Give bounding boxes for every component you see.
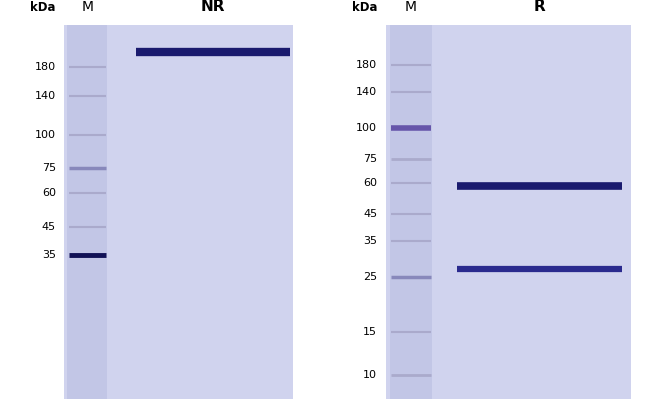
- Text: 35: 35: [42, 250, 56, 260]
- Text: 25: 25: [363, 272, 377, 282]
- Text: 60: 60: [42, 188, 56, 198]
- Text: 35: 35: [363, 235, 377, 245]
- Text: 140: 140: [356, 87, 377, 97]
- Text: M: M: [405, 0, 417, 14]
- Bar: [68, 25, 107, 399]
- Text: 45: 45: [42, 222, 56, 232]
- Bar: [389, 25, 432, 399]
- Text: 100: 100: [356, 123, 377, 133]
- Text: kDa: kDa: [31, 1, 56, 14]
- Text: kDa: kDa: [352, 1, 377, 14]
- Text: M: M: [81, 0, 94, 14]
- Text: 15: 15: [363, 327, 377, 337]
- Text: 180: 180: [356, 59, 377, 69]
- Text: NR: NR: [201, 0, 226, 14]
- Text: 140: 140: [35, 91, 56, 101]
- Text: 75: 75: [42, 163, 56, 173]
- Text: 75: 75: [363, 154, 377, 163]
- Text: 10: 10: [363, 370, 377, 380]
- Bar: [387, 25, 631, 399]
- Text: R: R: [534, 0, 545, 14]
- Text: 180: 180: [35, 62, 56, 72]
- Text: 100: 100: [35, 130, 56, 140]
- Text: 60: 60: [363, 178, 377, 188]
- Bar: [64, 25, 293, 399]
- Text: 45: 45: [363, 208, 377, 218]
